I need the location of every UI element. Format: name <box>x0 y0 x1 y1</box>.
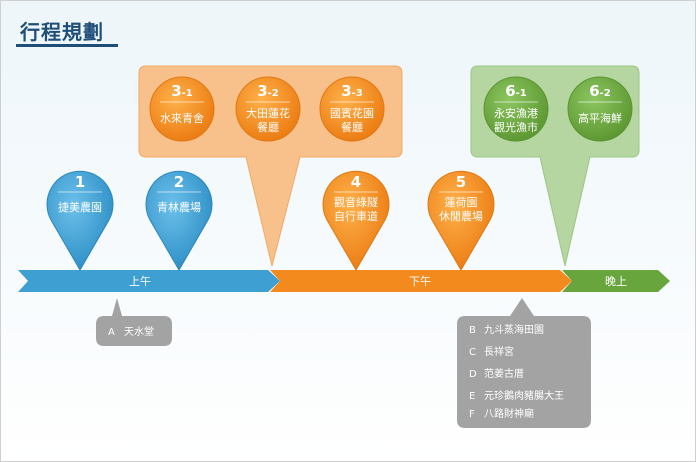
stop-1-name: 捷美農園 <box>58 200 102 214</box>
stop-6-1-number: 6-1 <box>505 82 527 100</box>
stop-3-1-number: 3-1 <box>171 82 193 100</box>
note-c-letter: C <box>469 347 476 358</box>
stop-3-3-number: 3-3 <box>341 82 363 100</box>
stop-2-number: 2 <box>174 173 184 191</box>
stop-6-1-name-line1: 永安漁港 <box>494 106 538 120</box>
stop-6-2-name: 高平海鮮 <box>578 111 622 125</box>
stop-3-3-name-line1: 國賓花園 <box>330 106 374 120</box>
timeline-morning <box>18 270 280 292</box>
stop-3-3-circle: 3-3 國賓花園 餐廳 <box>319 76 385 142</box>
note-callout-b: B 九斗蒸海田園 C 長祥宮 D 范姜古厝 E 元珍鵝肉豬腸大王 F 八路財神廟 <box>457 298 591 428</box>
note-a-text: 天水堂 <box>124 326 154 338</box>
title-underline <box>16 44 118 47</box>
note-d-text: 范姜古厝 <box>484 367 524 380</box>
page-title: 行程規劃 <box>20 20 104 44</box>
note-f-letter: F <box>469 409 475 420</box>
note-e-text: 元珍鵝肉豬腸大王 <box>484 389 564 402</box>
segment-evening-label: 晚上 <box>605 275 627 288</box>
stop-5-name-line2: 休閒農場 <box>439 209 483 223</box>
stop-4-name-line2: 自行車道 <box>334 209 378 223</box>
stop-5-number: 5 <box>456 173 466 191</box>
stop-6-2-number: 6-2 <box>589 82 611 100</box>
note-d-letter: D <box>469 369 477 380</box>
note-c-text: 長祥宮 <box>484 345 514 358</box>
note-callout-a: A 天水堂 <box>96 298 172 346</box>
segment-afternoon-label: 下午 <box>409 275 431 288</box>
note-a-letter: A <box>108 327 115 338</box>
stop-pin-4: 4 觀音綠隧 自行車道 <box>322 170 390 271</box>
stop-3-2-name-line2: 餐廳 <box>257 120 279 134</box>
stop-1-number: 1 <box>75 173 85 191</box>
note-f-text: 八路財神廟 <box>484 407 534 420</box>
stop-3-3-name-line2: 餐廳 <box>341 120 363 134</box>
stop-3-1-circle: 3-1 水來青舍 <box>149 76 215 142</box>
stop-pin-1: 1 捷美農園 <box>46 170 114 271</box>
note-b-text: 九斗蒸海田園 <box>484 323 544 336</box>
stop-6-1-name-line2: 觀光漁市 <box>494 120 538 134</box>
note-e-letter: E <box>469 391 475 402</box>
stop-pin-5: 5 蓮荷園 休閒農場 <box>427 170 495 271</box>
timeline-bar: 上午 下午 晚上 <box>18 270 670 292</box>
stop-3-2-number: 3-2 <box>257 82 279 100</box>
stop-3-2-circle: 3-2 大田蓮花 餐廳 <box>235 76 301 142</box>
timeline-evening <box>562 270 670 292</box>
timeline-afternoon <box>270 270 572 292</box>
note-b-letter: B <box>469 325 476 336</box>
stop-4-number: 4 <box>351 173 361 191</box>
stop-2-name: 青林農場 <box>157 200 201 214</box>
stop-pin-2: 2 青林農場 <box>145 170 213 271</box>
stop-6-2-circle: 6-2 高平海鮮 <box>567 76 633 142</box>
stop-5-name-line1: 蓮荷園 <box>445 195 478 209</box>
stop-4-name-line1: 觀音綠隧 <box>334 195 378 209</box>
stop-6-1-circle: 6-1 永安漁港 觀光漁市 <box>483 76 549 142</box>
stop-3-2-name-line1: 大田蓮花 <box>246 106 290 120</box>
segment-morning-label: 上午 <box>129 275 151 288</box>
stop-3-1-name: 水來青舍 <box>160 111 204 125</box>
